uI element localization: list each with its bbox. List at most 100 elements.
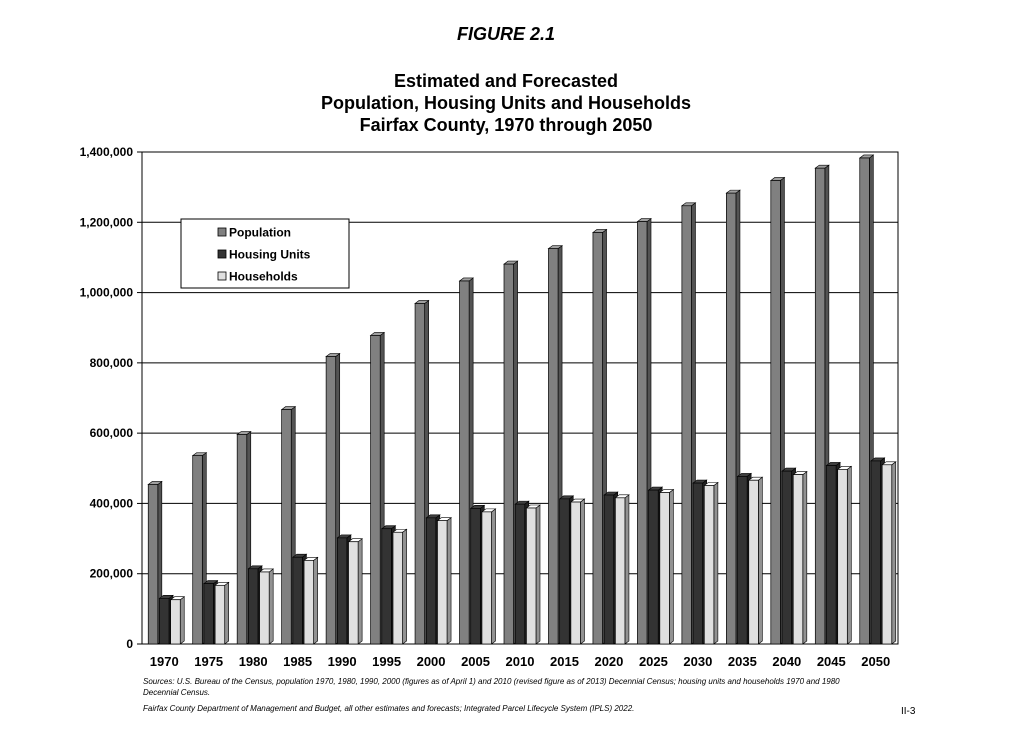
y-tick-label: 1,000,000: [80, 286, 134, 300]
bar-households: [259, 571, 270, 645]
x-tick-label: 2040: [772, 654, 801, 669]
x-tick-label: 2005: [461, 654, 490, 669]
bar-households: [303, 560, 314, 645]
bar-side: [402, 528, 407, 645]
bar-households: [214, 584, 226, 645]
bar-side: [891, 461, 897, 645]
x-tick-label: 2030: [683, 654, 712, 669]
bar-population: [592, 232, 603, 645]
x-tick-label: 2020: [594, 654, 623, 669]
y-tick-label: 0: [126, 637, 133, 651]
bar-population: [147, 484, 159, 645]
bar-population: [414, 303, 426, 645]
bar-population: [814, 167, 826, 645]
x-tick-label: 1970: [150, 654, 179, 669]
bar-population: [681, 205, 692, 645]
y-tick-label: 600,000: [90, 426, 134, 440]
bar-households: [703, 485, 715, 645]
bar-side: [179, 596, 185, 645]
x-tick-label: 1975: [194, 654, 223, 669]
chart-title-line-1: Estimated and Forecasted: [393, 71, 619, 91]
x-tick-label: 1990: [328, 654, 357, 669]
y-tick-label: 200,000: [90, 567, 134, 581]
bar-housing-units: [559, 498, 570, 645]
bar-side: [357, 538, 363, 645]
x-tick-label: 2010: [506, 654, 535, 669]
bar-side: [624, 494, 630, 645]
bar-side: [535, 504, 541, 645]
x-tick-label: 1995: [372, 654, 401, 669]
bar-population: [281, 409, 292, 645]
bar-housing-units: [870, 460, 881, 645]
bar-households: [570, 501, 581, 645]
bar-households: [526, 507, 537, 645]
x-tick-label: 2000: [417, 654, 446, 669]
bar-housing-units: [248, 568, 259, 645]
bar-housing-units: [159, 597, 170, 645]
bar-housing-units: [692, 482, 704, 645]
x-tick-label: 1980: [239, 654, 268, 669]
legend-label: Population: [229, 226, 291, 240]
sources-line-1: Sources: U.S. Bureau of the Census, popu…: [143, 677, 840, 697]
bar-population: [859, 157, 870, 645]
legend-swatch-population: [217, 227, 227, 237]
x-tick-label: 2035: [728, 654, 757, 669]
chart-title-line-3: Fairfax County, 1970 through 2050: [359, 115, 653, 135]
bar-households: [170, 599, 181, 645]
bar-households: [614, 497, 626, 645]
bar-population: [548, 248, 559, 645]
bar-side: [491, 508, 496, 645]
bar-households: [792, 474, 804, 645]
bar-population: [459, 280, 470, 645]
legend-label: Households: [229, 270, 298, 284]
bar-population: [503, 263, 514, 645]
x-tick-label: 2025: [639, 654, 668, 669]
y-tick-label: 400,000: [90, 496, 134, 510]
bar-households: [437, 520, 448, 645]
bar-side: [446, 517, 452, 645]
bar-population: [236, 434, 248, 645]
bar-side: [758, 476, 763, 645]
legend-swatch-households: [217, 271, 227, 281]
bar-housing-units: [514, 503, 526, 645]
bar-housing-units: [470, 507, 481, 645]
bar-housing-units: [336, 537, 348, 645]
bar-population: [325, 356, 337, 645]
chart-title: Estimated and Forecasted Population, Hou…: [0, 70, 1012, 136]
bar-side: [713, 481, 719, 645]
x-tick-label: 2045: [817, 654, 846, 669]
figure-label: FIGURE 2.1: [456, 24, 556, 44]
page-number: II-3: [901, 706, 916, 717]
bar-side: [846, 465, 852, 645]
sources-line-2: Fairfax County Department of Management …: [143, 704, 635, 713]
legend-label: Housing Units: [229, 248, 311, 262]
bar-housing-units: [203, 583, 214, 645]
bar-population: [637, 221, 648, 645]
bar-side: [313, 556, 318, 645]
bar-population: [770, 180, 781, 645]
bar-side: [580, 498, 585, 645]
sources-note: Sources: U.S. Bureau of the Census, popu…: [143, 676, 873, 719]
bar-households: [659, 492, 670, 645]
x-tick-label: 2050: [861, 654, 890, 669]
x-tick-label: 1985: [283, 654, 312, 669]
bar-housing-units: [826, 465, 837, 645]
bar-housing-units: [425, 517, 437, 645]
bar-housing-units: [737, 476, 748, 645]
bar-housing-units: [381, 528, 392, 645]
bar-side: [268, 568, 274, 645]
legend-swatch-housing-units: [217, 249, 227, 259]
bar-side: [224, 581, 230, 645]
bar-households: [392, 531, 403, 645]
bar-households: [348, 541, 359, 645]
bar-households: [837, 468, 848, 645]
bar-population: [726, 192, 737, 645]
chart-title-line-2: Population, Housing Units and Households: [321, 93, 691, 113]
bar-households: [881, 464, 893, 645]
bar-population: [370, 335, 381, 645]
y-tick-label: 1,200,000: [80, 215, 134, 229]
bar-side: [669, 488, 674, 645]
x-tick-label: 2015: [550, 654, 579, 669]
bar-side: [802, 471, 808, 645]
